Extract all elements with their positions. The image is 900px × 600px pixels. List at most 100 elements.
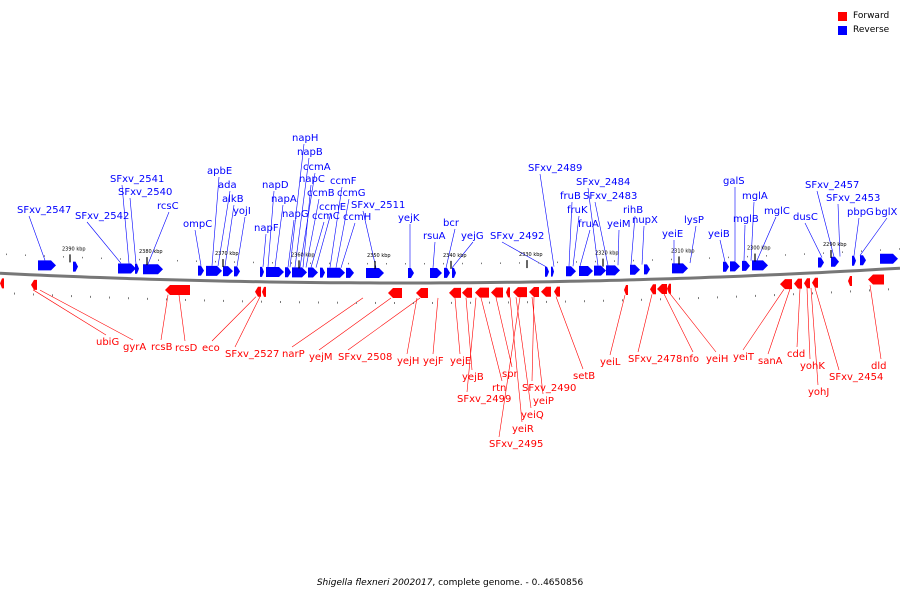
- svg-text:SFxv_2490: SFxv_2490: [522, 383, 576, 394]
- reverse-gene-block: [852, 255, 856, 266]
- minor-tick: [394, 301, 395, 304]
- svg-text:nfo: nfo: [683, 354, 699, 365]
- minor-tick: [869, 289, 870, 292]
- svg-text:yeiH: yeiH: [706, 354, 728, 365]
- reverse-gene-block: [860, 255, 866, 266]
- svg-text:2340 kbp: 2340 kbp: [443, 253, 467, 259]
- legend-reverse-label: Reverse: [853, 25, 890, 35]
- svg-text:ccmC: ccmC: [312, 211, 340, 222]
- minor-tick: [215, 260, 216, 263]
- reverse-gene-label: napB: [297, 147, 323, 158]
- forward-gene-block: [165, 284, 190, 295]
- svg-text:yeiT: yeiT: [733, 352, 755, 363]
- ruler-tick: 2320 kbp: [595, 251, 619, 267]
- legend-forward: Forward: [838, 9, 889, 23]
- minor-tick: [337, 301, 338, 304]
- reverse-gene-label: bglX: [875, 207, 897, 218]
- minor-tick: [109, 296, 110, 299]
- forward-gene-block: [449, 287, 461, 298]
- minor-tick: [71, 295, 72, 298]
- forward-gene-label: yeiP: [533, 396, 554, 407]
- caption-organism: Shigella flexneri 2002017: [316, 578, 433, 588]
- reverse-gene-block: [366, 267, 384, 278]
- svg-text:SFxv_2540: SFxv_2540: [118, 187, 172, 198]
- caption-rest: , complete genome. - 0..4650856: [432, 578, 584, 588]
- minor-tick: [291, 262, 292, 264]
- forward-gene-label: yejE: [450, 356, 471, 367]
- reverse-gene-label: yejK: [398, 213, 420, 224]
- svg-text:2370 kbp: 2370 kbp: [215, 251, 239, 257]
- svg-text:apbE: apbE: [207, 166, 232, 177]
- svg-text:cdd: cdd: [787, 349, 805, 360]
- reverse-gene-block: [579, 265, 593, 276]
- minor-tick: [234, 261, 235, 263]
- forward-gene-block: [0, 278, 4, 289]
- svg-text:narP: narP: [282, 349, 305, 360]
- minor-tick: [508, 301, 509, 304]
- forward-gene-block: [513, 287, 527, 298]
- reverse-gene-label: bcr: [443, 218, 460, 229]
- reverse-gene-block: [285, 267, 291, 278]
- minor-tick: [679, 297, 680, 300]
- svg-text:ompC: ompC: [183, 219, 212, 230]
- forward-gene-label: ubiG: [96, 337, 119, 348]
- genome-backbone: [0, 266, 900, 285]
- svg-text:ccmE: ccmE: [319, 202, 346, 213]
- svg-text:2380 kbp: 2380 kbp: [139, 249, 163, 255]
- reverse-gene-block: [880, 253, 898, 264]
- svg-text:ccmG: ccmG: [337, 188, 366, 199]
- reverse-gene-block: [452, 267, 456, 278]
- minor-tick: [196, 260, 197, 262]
- svg-text:spr: spr: [502, 369, 519, 380]
- svg-text:ada: ada: [218, 180, 237, 191]
- svg-text:yejG: yejG: [461, 231, 484, 242]
- ruler-tick: 2290 kbp: [823, 242, 847, 258]
- forward-gene-block: [416, 287, 428, 298]
- forward-gene-block: [624, 285, 628, 296]
- reverse-gene-block: [818, 257, 824, 268]
- svg-text:rcsC: rcsC: [157, 201, 179, 212]
- forward-gene-block: [848, 275, 852, 286]
- forward-gene-block: [475, 287, 489, 298]
- svg-text:SFxv_2508: SFxv_2508: [338, 352, 392, 363]
- minor-tick: [33, 293, 34, 296]
- forward-gene-label: SFxv_2527: [225, 349, 279, 360]
- minor-tick: [785, 254, 786, 256]
- svg-text:bglX: bglX: [875, 207, 897, 218]
- reverse-gene-label: fruB: [560, 191, 581, 202]
- minor-tick: [774, 294, 775, 297]
- reverse-gene-block: [206, 265, 222, 276]
- svg-text:yojI: yojI: [233, 206, 251, 217]
- reverse-gene-label: yeiM: [607, 219, 630, 230]
- svg-text:yejE: yejE: [450, 356, 471, 367]
- reverse-gene-label: fruK: [567, 205, 588, 216]
- minor-tick: [622, 299, 623, 302]
- forward-gene-block: [491, 287, 503, 298]
- svg-text:SFxv_2454: SFxv_2454: [829, 372, 883, 383]
- minor-tick: [280, 300, 281, 303]
- map-caption: Shigella flexneri 2002017, complete geno…: [0, 578, 900, 588]
- forward-gene-label: yohK: [800, 361, 825, 372]
- forward-gene-block: [667, 283, 671, 294]
- svg-text:yeiL: yeiL: [600, 357, 621, 368]
- svg-text:fruK: fruK: [567, 205, 588, 216]
- ruler-tick: 2390 kbp: [62, 246, 86, 263]
- svg-text:mglB: mglB: [733, 214, 759, 225]
- minor-tick: [736, 295, 737, 298]
- reverse-gene-label: rsuA: [423, 231, 446, 242]
- minor-tick: [812, 292, 813, 295]
- reverse-gene-label: alkB: [222, 194, 244, 205]
- forward-gene-label: cdd: [787, 349, 805, 360]
- minor-tick: [443, 262, 444, 265]
- minor-tick: [538, 261, 539, 264]
- reverse-gene-label: SFxv_2542: [75, 211, 129, 222]
- svg-text:dld: dld: [871, 361, 886, 372]
- legend-reverse: Reverse: [838, 23, 889, 37]
- svg-text:galS: galS: [723, 176, 745, 187]
- forward-gene-label: yeiL: [600, 357, 621, 368]
- svg-text:napC: napC: [299, 174, 325, 185]
- reverse-gene-label: SFxv_2541: [110, 174, 164, 185]
- minor-tick: [348, 262, 349, 265]
- svg-text:SFxv_2495: SFxv_2495: [489, 439, 543, 450]
- minor-tick: [261, 300, 262, 303]
